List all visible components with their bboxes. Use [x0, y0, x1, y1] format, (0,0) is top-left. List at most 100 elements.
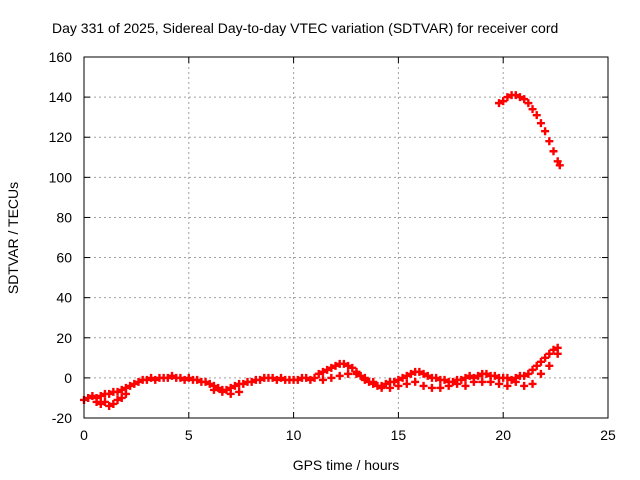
data-point — [92, 397, 101, 406]
data-point — [511, 91, 520, 100]
data-point — [84, 393, 93, 402]
data-point — [100, 397, 109, 406]
data-point — [256, 375, 265, 384]
data-point — [180, 375, 189, 384]
data-point — [352, 369, 361, 378]
data-point — [318, 375, 327, 384]
data-point — [390, 377, 399, 386]
series-high-outlier-arc — [495, 91, 564, 170]
data-point — [214, 383, 223, 392]
y-axis-label: SDTVAR / TECUs — [5, 182, 21, 294]
data-point — [88, 391, 97, 400]
data-point — [532, 361, 541, 370]
data-point — [536, 369, 545, 378]
data-point — [461, 381, 470, 390]
x-tick-label: 20 — [495, 427, 511, 443]
data-point — [398, 373, 407, 382]
y-tick-label: 40 — [56, 290, 72, 306]
data-point — [520, 95, 529, 104]
data-point — [193, 375, 202, 384]
data-point — [536, 119, 545, 128]
data-point — [474, 371, 483, 380]
x-axis-label: GPS time / hours — [293, 457, 400, 473]
series-secondary-band — [92, 349, 562, 410]
data-point — [105, 389, 114, 398]
data-point — [402, 379, 411, 388]
data-point — [230, 381, 239, 390]
data-point — [331, 361, 340, 370]
data-point — [427, 383, 436, 392]
data-point — [419, 381, 428, 390]
data-point — [222, 385, 231, 394]
y-tick-label: 80 — [56, 209, 72, 225]
data-point — [436, 383, 445, 392]
data-point — [377, 383, 386, 392]
data-point — [411, 377, 420, 386]
data-point — [235, 387, 244, 396]
data-point — [545, 361, 554, 370]
data-point — [201, 377, 210, 386]
data-point — [142, 375, 151, 384]
data-point — [495, 99, 504, 108]
data-point — [536, 357, 545, 366]
data-point — [134, 377, 143, 386]
data-point — [490, 371, 499, 380]
axis-ticks: 0 5 10 15 20 25 -20 0 20 40 60 80 100 120 140 160 — [49, 49, 616, 443]
data-point — [121, 389, 130, 398]
data-point — [344, 361, 353, 370]
x-tick-label: 0 — [80, 427, 88, 443]
data-point — [524, 369, 533, 378]
data-point — [555, 161, 564, 170]
data-point — [126, 381, 135, 390]
data-point — [360, 373, 369, 382]
data-point — [105, 401, 114, 410]
data-point — [503, 373, 512, 382]
data-point — [327, 373, 336, 382]
data-point — [545, 349, 554, 358]
data-point — [503, 93, 512, 102]
data-point — [419, 369, 428, 378]
data-point — [482, 369, 491, 378]
data-point — [113, 387, 122, 396]
y-tick-label: 20 — [56, 330, 72, 346]
data-point — [310, 373, 319, 382]
data-point — [457, 375, 466, 384]
data-point — [147, 373, 156, 382]
data-point — [440, 375, 449, 384]
y-tick-label: 0 — [64, 370, 72, 386]
data-point — [184, 373, 193, 382]
data-point — [318, 367, 327, 376]
data-point — [524, 99, 533, 108]
x-tick-label: 5 — [185, 427, 193, 443]
data-point — [432, 373, 441, 382]
data-point — [314, 369, 323, 378]
data-point — [423, 371, 432, 380]
data-point — [218, 387, 227, 396]
data-point — [444, 381, 453, 390]
data-point — [406, 369, 415, 378]
data-point — [545, 137, 554, 146]
data-point — [415, 367, 424, 376]
data-point — [168, 371, 177, 380]
data-point — [453, 379, 462, 388]
data-point — [495, 379, 504, 388]
data-point — [528, 105, 537, 114]
data-point — [96, 391, 105, 400]
data-point — [356, 371, 365, 380]
data-point — [511, 377, 520, 386]
data-point — [205, 379, 214, 388]
plot-frame — [83, 56, 609, 419]
data-point — [394, 381, 403, 390]
data-point — [293, 375, 302, 384]
y-tick-label: 100 — [49, 169, 73, 185]
data-point — [515, 93, 524, 102]
data-point — [117, 385, 126, 394]
data-point — [541, 127, 550, 136]
data-point — [381, 379, 390, 388]
data-point — [327, 363, 336, 372]
data-point — [448, 377, 457, 386]
data-point — [247, 377, 256, 386]
data-point — [306, 375, 315, 384]
data-point — [532, 111, 541, 120]
